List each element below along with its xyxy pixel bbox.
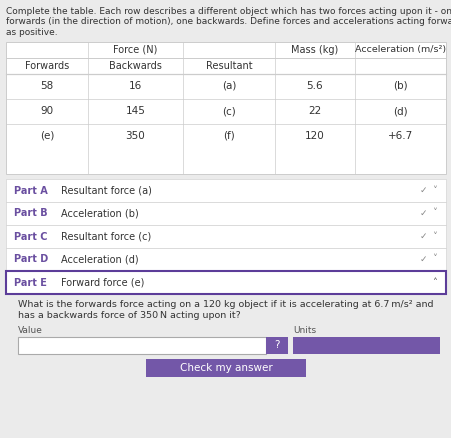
Text: ˅: ˅ bbox=[431, 208, 436, 219]
Bar bbox=[6, 42, 445, 174]
Text: Forwards: Forwards bbox=[25, 61, 69, 71]
Text: 145: 145 bbox=[125, 106, 145, 116]
Text: (c): (c) bbox=[221, 106, 235, 116]
Text: 350: 350 bbox=[125, 131, 145, 141]
Text: ˄: ˄ bbox=[431, 278, 436, 287]
Text: +6.7: +6.7 bbox=[387, 131, 412, 141]
Text: Complete the table. Each row describes a different object which has two forces a: Complete the table. Each row describes a… bbox=[6, 7, 451, 16]
Text: Value: Value bbox=[18, 326, 43, 335]
Bar bbox=[146, 359, 305, 377]
Text: ˅: ˅ bbox=[431, 254, 436, 265]
Bar bbox=[18, 337, 265, 354]
Text: Acceleration (m/s²): Acceleration (m/s²) bbox=[354, 45, 445, 54]
Bar bbox=[6, 248, 445, 271]
Text: (b): (b) bbox=[392, 81, 407, 91]
Text: ✓: ✓ bbox=[419, 255, 427, 264]
Text: Mass (kg): Mass (kg) bbox=[291, 45, 338, 55]
Bar bbox=[6, 225, 445, 248]
Text: forwards (in the direction of motion), one backwards. Define forces and accelera: forwards (in the direction of motion), o… bbox=[6, 18, 451, 27]
Text: (d): (d) bbox=[392, 106, 407, 116]
Text: Part D: Part D bbox=[14, 254, 48, 265]
Text: ˅: ˅ bbox=[431, 232, 436, 241]
Text: 90: 90 bbox=[40, 106, 54, 116]
Text: ?: ? bbox=[274, 340, 279, 350]
Text: Acceleration (d): Acceleration (d) bbox=[61, 254, 138, 265]
Text: Resultant: Resultant bbox=[205, 61, 252, 71]
Text: ✓: ✓ bbox=[419, 232, 427, 241]
Text: 58: 58 bbox=[40, 81, 54, 91]
Text: Force (N): Force (N) bbox=[113, 45, 157, 55]
Text: 16: 16 bbox=[129, 81, 142, 91]
Text: has a backwards force of 350 N acting upon it?: has a backwards force of 350 N acting up… bbox=[18, 311, 240, 320]
Text: ✓: ✓ bbox=[419, 186, 427, 195]
Text: (a): (a) bbox=[221, 81, 236, 91]
Text: Resultant force (a): Resultant force (a) bbox=[61, 186, 152, 195]
Text: Units: Units bbox=[292, 326, 315, 335]
Bar bbox=[265, 337, 287, 354]
Text: Acceleration (b): Acceleration (b) bbox=[61, 208, 138, 219]
Text: Part A: Part A bbox=[14, 186, 48, 195]
Text: Forward force (e): Forward force (e) bbox=[61, 278, 144, 287]
Text: 120: 120 bbox=[304, 131, 324, 141]
Text: as positive.: as positive. bbox=[6, 28, 57, 37]
Text: (f): (f) bbox=[223, 131, 235, 141]
Text: Part B: Part B bbox=[14, 208, 47, 219]
Text: 22: 22 bbox=[308, 106, 321, 116]
Bar bbox=[6, 179, 445, 202]
Text: Backwards: Backwards bbox=[109, 61, 161, 71]
Text: Check my answer: Check my answer bbox=[179, 363, 272, 373]
Text: Part E: Part E bbox=[14, 278, 47, 287]
Text: ˅: ˅ bbox=[431, 186, 436, 195]
Text: (e): (e) bbox=[40, 131, 54, 141]
Text: What is the forwards force acting on a 120 kg object if it is accelerating at 6.: What is the forwards force acting on a 1… bbox=[18, 300, 433, 309]
Text: Part C: Part C bbox=[14, 232, 47, 241]
Bar bbox=[292, 337, 439, 354]
Text: ✓: ✓ bbox=[419, 209, 427, 218]
Text: 5.6: 5.6 bbox=[306, 81, 322, 91]
Bar bbox=[6, 271, 445, 294]
Bar bbox=[6, 202, 445, 225]
Text: Resultant force (c): Resultant force (c) bbox=[61, 232, 151, 241]
